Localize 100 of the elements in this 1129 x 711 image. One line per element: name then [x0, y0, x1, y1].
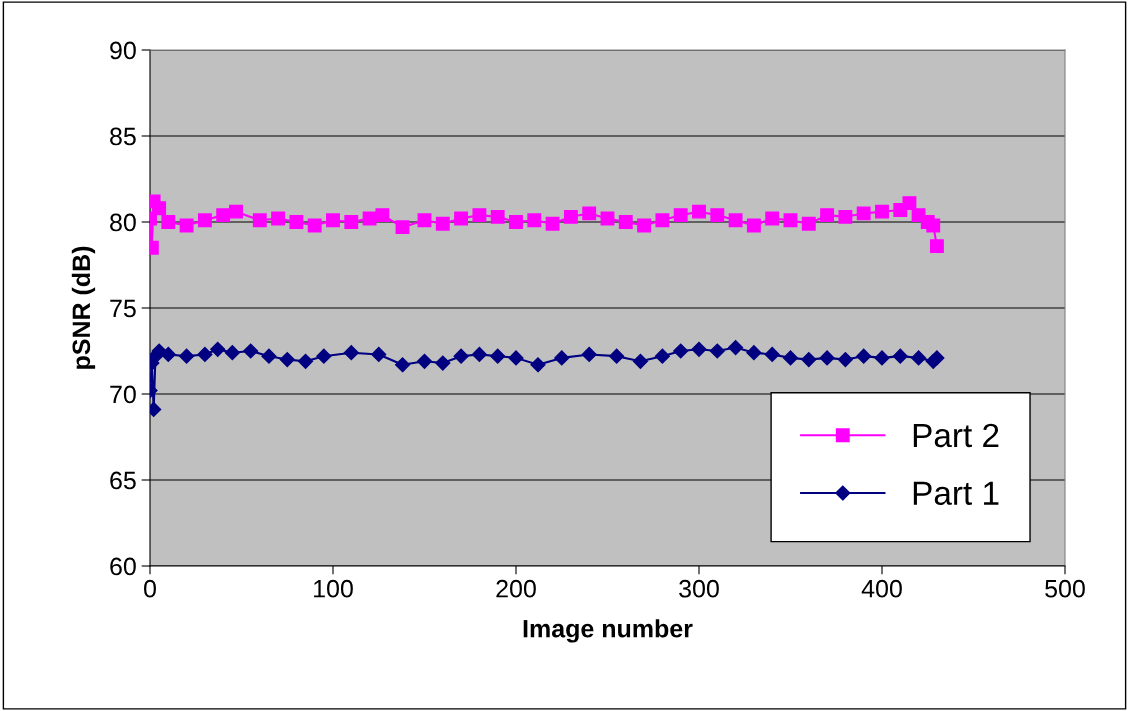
point: [632, 353, 649, 369]
point: [563, 209, 578, 224]
point: [371, 346, 387, 363]
point: [271, 211, 286, 226]
y-tick-label: 75: [110, 299, 136, 318]
point: [801, 352, 817, 368]
point: [152, 201, 167, 216]
point: [545, 216, 560, 231]
point: [655, 213, 670, 228]
point: [709, 343, 725, 359]
y-tick-label: 90: [110, 41, 136, 60]
point: [764, 346, 780, 363]
point: [765, 211, 780, 226]
point: [179, 348, 195, 364]
point: [453, 348, 469, 364]
point: [581, 346, 597, 363]
point: [395, 220, 410, 235]
point: [728, 213, 743, 228]
point: [911, 350, 927, 366]
y-tick-label: 65: [110, 471, 136, 490]
point: [527, 213, 542, 228]
point: [297, 353, 314, 369]
point: [902, 196, 917, 211]
point: [509, 215, 523, 229]
point: [210, 341, 226, 357]
point: [490, 209, 505, 224]
point: [261, 348, 277, 364]
point: [326, 213, 340, 228]
point: [229, 204, 243, 219]
y-tick-label: 70: [110, 385, 136, 404]
x-tick-label: 100: [314, 579, 353, 598]
point: [472, 208, 487, 223]
point: [673, 343, 689, 359]
point: [618, 215, 633, 229]
point: [362, 211, 377, 226]
point: [582, 206, 597, 221]
point: [416, 353, 433, 369]
point: [929, 350, 945, 366]
point: [691, 341, 707, 357]
legend-label: Part 1: [913, 481, 999, 505]
point: [435, 355, 451, 371]
point: [289, 215, 304, 229]
legend-label: Part 2: [913, 423, 999, 448]
point: [490, 348, 506, 364]
point: [394, 357, 411, 373]
point: [837, 352, 853, 368]
point: [819, 350, 835, 366]
point: [746, 345, 762, 361]
point: [197, 346, 213, 363]
point: [179, 218, 194, 233]
point: [454, 211, 469, 226]
point: [892, 348, 908, 364]
point: [316, 348, 332, 364]
point: [375, 208, 390, 223]
point: [343, 345, 359, 361]
y-tick-label: 85: [110, 127, 136, 146]
point: [746, 218, 761, 233]
y-axis-title: pSNR (dB): [71, 246, 96, 369]
point: [508, 350, 524, 366]
x-axis-title: Image number: [523, 619, 693, 643]
point: [728, 339, 744, 356]
point: [856, 206, 871, 221]
point: [692, 204, 706, 219]
point: [654, 348, 670, 364]
point: [307, 218, 322, 233]
point: [929, 239, 944, 254]
y-tick-label: 80: [110, 213, 136, 232]
point: [874, 350, 890, 366]
point: [435, 216, 450, 231]
x-tick-label: 400: [861, 579, 902, 598]
point: [875, 204, 889, 219]
x-tick-label: 200: [496, 579, 536, 598]
point: [926, 218, 941, 233]
point: [216, 208, 231, 223]
point: [609, 348, 625, 364]
point: [530, 357, 546, 373]
point: [710, 208, 725, 223]
point: [637, 218, 652, 233]
y-tick-label: 60: [110, 557, 136, 576]
point: [161, 215, 176, 229]
x-tick-label: 0: [144, 579, 156, 598]
point: [243, 343, 259, 359]
x-tick-label: 500: [1045, 579, 1085, 598]
point: [673, 208, 688, 223]
point: [820, 208, 835, 223]
point: [801, 216, 816, 231]
point: [838, 209, 853, 224]
point: [782, 350, 799, 366]
point: [600, 211, 615, 226]
x-tick-label: 300: [679, 579, 719, 598]
point: [252, 213, 267, 228]
point: [554, 350, 570, 366]
point: [197, 213, 212, 228]
point: [279, 352, 295, 368]
point: [856, 348, 872, 364]
point: [160, 346, 176, 363]
point: [783, 213, 798, 228]
point: [471, 346, 487, 363]
point: [417, 213, 432, 228]
point: [224, 345, 240, 361]
